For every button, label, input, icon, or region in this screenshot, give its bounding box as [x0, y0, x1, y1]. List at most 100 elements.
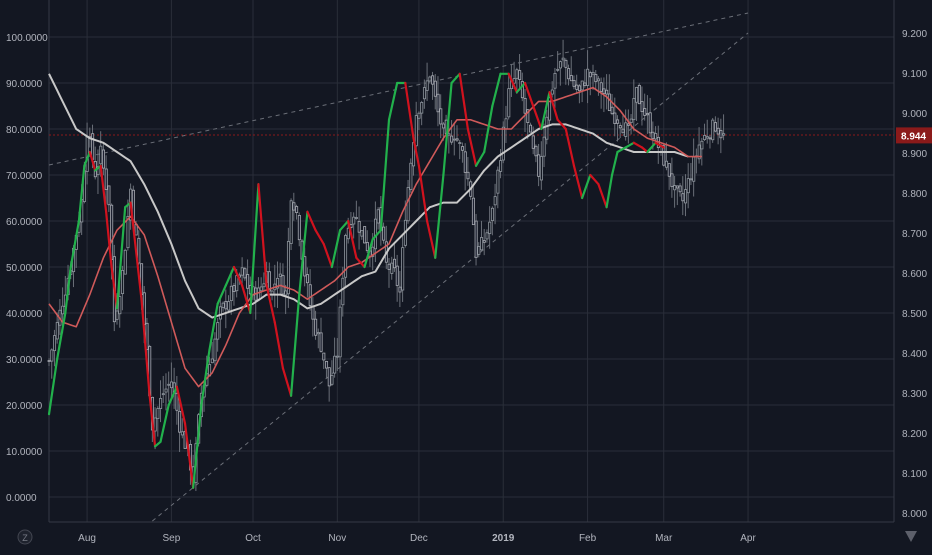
oscillator-segment [216, 284, 227, 305]
right-tick-label: 8.000 [902, 509, 927, 520]
candle-body [578, 85, 582, 92]
tradingview-logo-icon[interactable] [905, 531, 917, 542]
oscillator-segment [64, 265, 72, 315]
oscillator-segment [589, 173, 600, 186]
oscillator-segment [523, 81, 535, 108]
oscillator-segment [338, 219, 350, 232]
time-tick-label: Mar [655, 533, 673, 544]
candle-body [455, 138, 459, 141]
candle-body [681, 193, 685, 202]
candle-body [504, 118, 508, 130]
right-tick-label: 8.100 [902, 469, 927, 480]
candle-body [55, 322, 59, 340]
oscillator-segment [281, 367, 293, 397]
candle-body [591, 71, 595, 75]
candle-body [316, 332, 320, 335]
candle-body [670, 173, 674, 188]
candle-body [629, 118, 633, 123]
oscillator-segment [466, 127, 478, 167]
candle-body [441, 123, 445, 129]
oscillator-segment [640, 146, 649, 154]
candle-body [586, 68, 590, 86]
candle-body [417, 112, 421, 119]
oscillator-segment [646, 141, 657, 154]
candle-body [390, 262, 394, 274]
candle-body [515, 69, 519, 79]
candle-body [567, 68, 571, 80]
candle-body [322, 352, 326, 361]
candle-body [221, 302, 225, 308]
oscillator-segment [654, 141, 665, 149]
candle-body [118, 296, 122, 315]
right-tick-label: 8.900 [902, 149, 927, 160]
candle-body [572, 80, 576, 87]
oscillator-segment [371, 229, 382, 241]
oscillator-segment [110, 265, 119, 310]
time-tick-label: Aug [78, 533, 96, 544]
oscillator-segment [99, 164, 108, 213]
oscillator-segment [232, 265, 244, 287]
right-axis[interactable]: 9.200 9.100 9.000 8.900 8.800 8.700 8.600 8.500… [902, 29, 927, 520]
candle-body [665, 160, 669, 168]
candle-body [594, 74, 598, 83]
ma-fast-path [48, 86, 702, 388]
candle-body [235, 275, 239, 292]
candle-body [545, 116, 549, 140]
candle-body [297, 214, 301, 241]
oscillator-segment [241, 284, 252, 315]
left-tick-label: 10.0000 [6, 447, 43, 458]
candle-body [210, 358, 214, 364]
candle-body [436, 93, 440, 113]
right-tick-label: 8.700 [902, 229, 927, 240]
candle-body [123, 249, 127, 275]
candle-body [218, 306, 222, 320]
candle-body [561, 57, 565, 61]
candle-body [371, 246, 375, 257]
time-axis[interactable]: Aug Sep Oct Nov Dec 2019 Feb Mar Apr [78, 533, 756, 544]
left-tick-label: 90.0000 [6, 79, 43, 90]
oscillator-segment [88, 150, 97, 172]
candle-body [161, 393, 165, 396]
candle-body [363, 226, 367, 244]
candle-body [243, 268, 247, 279]
left-tick-label: 80.0000 [6, 125, 43, 136]
z-icon[interactable]: Z [17, 529, 33, 545]
oscillator-segment [474, 150, 486, 167]
candle-body [276, 277, 280, 289]
oscillator-segment [491, 72, 502, 108]
oscillator-segment [330, 229, 342, 269]
candle-body [580, 80, 584, 91]
candle-body [490, 207, 494, 222]
candle-body [692, 156, 696, 182]
candle-body [295, 206, 299, 213]
last-price-badge: 8.944 [896, 127, 932, 144]
oscillator-segment [322, 242, 333, 269]
time-tick-label: 2019 [492, 533, 515, 544]
candle-body [246, 274, 250, 289]
candle-body [107, 185, 111, 206]
candle-body [216, 322, 220, 340]
candle-body [700, 140, 704, 150]
oscillator-segment [616, 146, 627, 154]
candle-body [398, 286, 402, 293]
oscillator-segment [298, 210, 309, 296]
left-tick-label: 100.0000 [6, 33, 48, 44]
time-tick-label: Apr [740, 533, 756, 544]
candle-body [711, 119, 715, 141]
candle-body [689, 178, 693, 181]
candle-body [599, 82, 603, 92]
oscillator-segment [379, 118, 391, 232]
candle-body [360, 230, 364, 237]
grid-lines [48, 0, 895, 523]
candle-body [357, 221, 361, 233]
candle-body [518, 70, 522, 80]
candle-body [493, 196, 497, 206]
oscillator-segment [632, 141, 644, 149]
oscillator-segment [355, 256, 366, 269]
candle-body [548, 97, 552, 121]
candle-body [496, 169, 500, 194]
candle-body [311, 305, 315, 320]
candle-body [643, 108, 647, 116]
